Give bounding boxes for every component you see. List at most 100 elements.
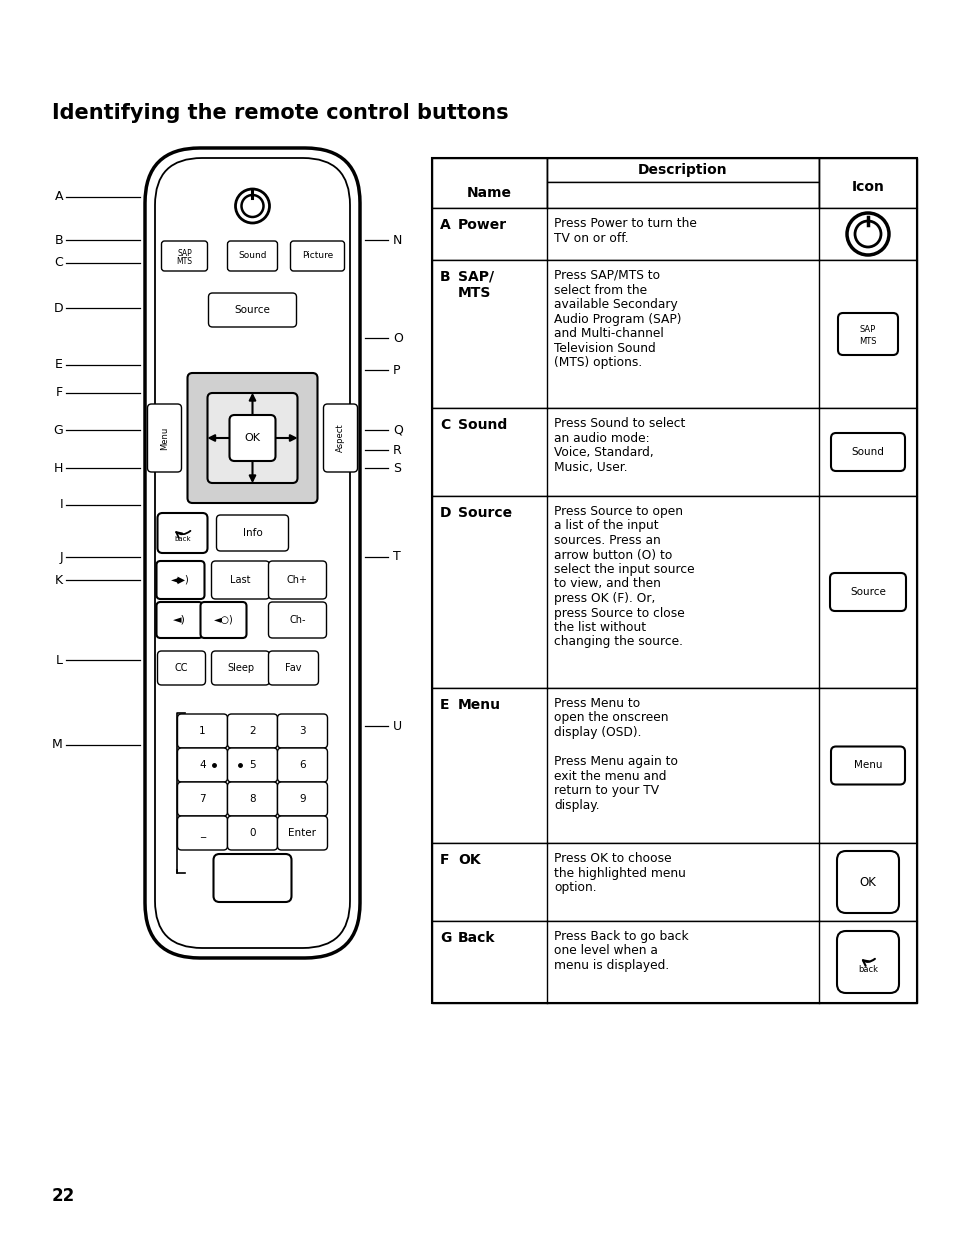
Text: an audio mode:: an audio mode: (554, 431, 649, 445)
Text: Identifying the remote control buttons: Identifying the remote control buttons (52, 103, 508, 124)
Text: A: A (439, 219, 450, 232)
Text: arrow button (O) to: arrow button (O) to (554, 548, 672, 562)
Text: G: G (53, 424, 63, 436)
Text: Fav: Fav (285, 663, 301, 673)
Text: display.: display. (554, 799, 599, 811)
Text: 3: 3 (299, 726, 306, 736)
Text: press Source to close: press Source to close (554, 606, 684, 620)
Text: Ch+: Ch+ (287, 576, 308, 585)
FancyBboxPatch shape (145, 148, 359, 958)
Text: open the onscreen: open the onscreen (554, 711, 668, 725)
Text: F: F (56, 387, 63, 399)
FancyBboxPatch shape (148, 404, 181, 472)
FancyBboxPatch shape (268, 561, 326, 599)
FancyBboxPatch shape (230, 415, 275, 461)
Text: Sound: Sound (238, 252, 267, 261)
Text: Power: Power (457, 219, 507, 232)
Text: exit the menu and: exit the menu and (554, 769, 666, 783)
Text: and Multi-channel: and Multi-channel (554, 327, 663, 340)
Text: J: J (59, 551, 63, 563)
Text: R: R (393, 443, 401, 457)
FancyBboxPatch shape (177, 714, 227, 748)
Text: Press Back to go back: Press Back to go back (554, 930, 688, 944)
Bar (432, 921, 916, 1003)
Text: O: O (393, 331, 402, 345)
Text: OK: OK (457, 853, 480, 867)
Bar (546, 158, 818, 182)
FancyBboxPatch shape (277, 782, 327, 816)
Text: Source: Source (849, 587, 885, 597)
FancyBboxPatch shape (188, 373, 317, 503)
Bar (432, 496, 916, 688)
Text: Menu: Menu (457, 698, 500, 713)
Text: Sound: Sound (851, 447, 883, 457)
Text: option.: option. (554, 881, 596, 894)
Text: Sound: Sound (457, 417, 507, 432)
Text: back: back (857, 966, 877, 974)
Bar (432, 158, 546, 207)
Text: display (OSD).: display (OSD). (554, 726, 640, 739)
Text: Sleep: Sleep (227, 663, 253, 673)
Text: D: D (53, 301, 63, 315)
Text: Source: Source (234, 305, 270, 315)
Text: MTS: MTS (457, 287, 491, 300)
Text: M: M (52, 739, 63, 752)
Text: OK: OK (244, 433, 260, 443)
FancyBboxPatch shape (227, 714, 277, 748)
Text: available Secondary: available Secondary (554, 298, 677, 311)
Text: Source: Source (457, 506, 512, 520)
Text: Last: Last (230, 576, 251, 585)
Text: Description: Description (638, 163, 727, 177)
FancyBboxPatch shape (227, 241, 277, 270)
FancyBboxPatch shape (156, 561, 204, 599)
Text: Press Menu again to: Press Menu again to (554, 755, 678, 768)
FancyBboxPatch shape (277, 748, 327, 782)
Text: Press Sound to select: Press Sound to select (554, 417, 684, 430)
Text: TV on or off.: TV on or off. (554, 231, 628, 245)
Text: Icon: Icon (851, 180, 883, 194)
FancyBboxPatch shape (268, 601, 326, 638)
Text: Menu: Menu (160, 426, 169, 450)
Text: T: T (393, 551, 400, 563)
Text: Ch-: Ch- (289, 615, 305, 625)
Text: ◄○): ◄○) (213, 615, 233, 625)
FancyBboxPatch shape (213, 853, 292, 902)
Text: Television Sound: Television Sound (554, 342, 655, 354)
Circle shape (846, 212, 888, 254)
Text: press OK (F). Or,: press OK (F). Or, (554, 592, 655, 605)
FancyBboxPatch shape (323, 404, 357, 472)
Bar (432, 207, 916, 261)
Bar (432, 261, 916, 408)
Text: Press Source to open: Press Source to open (554, 505, 682, 517)
Text: A: A (54, 190, 63, 204)
Text: N: N (393, 233, 402, 247)
FancyBboxPatch shape (829, 573, 905, 611)
Text: Aspect: Aspect (335, 424, 345, 452)
Text: Press OK to choose: Press OK to choose (554, 852, 671, 864)
Text: Audio Program (SAP): Audio Program (SAP) (554, 312, 680, 326)
Circle shape (854, 221, 880, 247)
Text: 4: 4 (199, 760, 206, 769)
Text: 1: 1 (199, 726, 206, 736)
Text: F: F (439, 853, 449, 867)
Text: 7: 7 (199, 794, 206, 804)
FancyBboxPatch shape (836, 851, 898, 913)
FancyBboxPatch shape (157, 513, 208, 553)
FancyBboxPatch shape (156, 601, 202, 638)
Circle shape (241, 195, 263, 217)
FancyBboxPatch shape (227, 748, 277, 782)
Text: C: C (439, 417, 450, 432)
Text: SAP/: SAP/ (457, 270, 494, 284)
Text: return to your TV: return to your TV (554, 784, 659, 797)
Text: S: S (393, 462, 400, 474)
Text: SAP: SAP (859, 326, 875, 335)
FancyBboxPatch shape (157, 651, 205, 685)
Text: Press SAP/MTS to: Press SAP/MTS to (554, 269, 659, 282)
Text: K: K (55, 573, 63, 587)
Text: changing the source.: changing the source. (554, 636, 682, 648)
Bar (432, 844, 916, 921)
Text: 0: 0 (249, 827, 255, 839)
Text: P: P (393, 363, 400, 377)
Text: the list without: the list without (554, 621, 645, 634)
Text: SAP: SAP (177, 248, 192, 258)
